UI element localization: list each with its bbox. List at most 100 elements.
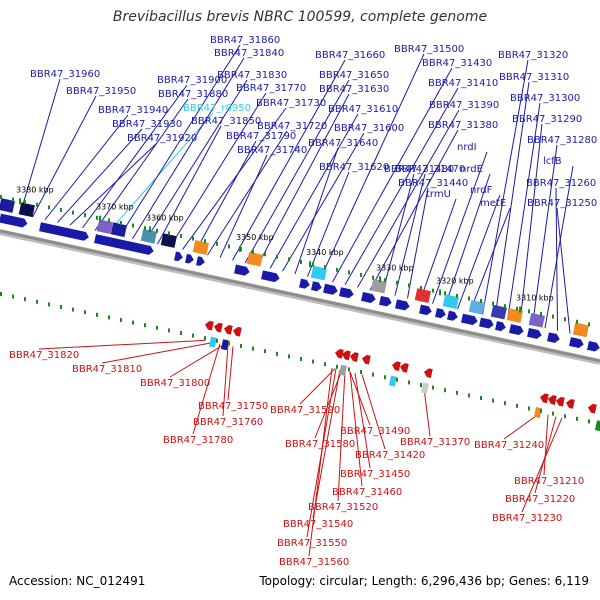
gene-label-BBR47_31820: BBR47_31820: [9, 350, 79, 361]
forward-gene-11: [339, 287, 354, 299]
connector-trmU: [419, 198, 457, 302]
forward-gene-21: [509, 324, 524, 336]
gene-label-BBR47_31370: BBR47_31370: [400, 437, 470, 448]
reverse-gene-10: [424, 368, 433, 378]
forward-gene-8: [299, 278, 310, 289]
forward-gene-16: [435, 308, 446, 319]
connector-BBR47_31490: [349, 371, 371, 426]
gene-label-BBR47_31830: BBR47_31830: [217, 70, 287, 81]
gene-label-BBR47_31800: BBR47_31800: [140, 378, 210, 389]
feature-box-9: [370, 278, 387, 294]
reverse-box-1: [220, 339, 229, 351]
connector-lcfB: [544, 165, 574, 329]
reverse-gene-2: [224, 324, 233, 335]
gene-label-BBR47_31320: BBR47_31320: [498, 50, 568, 61]
tick-label-3340: 3340 kbp: [306, 248, 344, 257]
reverse-gene-5: [342, 350, 351, 361]
gene-label-BBR47_31550: BBR47_31550: [277, 538, 347, 549]
connector-BBR47_31590: [299, 368, 336, 405]
gene-label-BBR47_31420: BBR47_31420: [355, 450, 425, 461]
connector-BBR47_31860: [119, 44, 241, 237]
feature-box-11: [442, 294, 459, 310]
gene-label-BBR47_31390: BBR47_31390: [429, 100, 499, 111]
gene-labels: BBR47_31960 BBR47_31950 BBR47_31940 BBR47_3…: [9, 35, 597, 568]
connector-BBR47_31940: [44, 114, 129, 221]
gene-label-nrdF: nrdF: [470, 185, 493, 196]
reverse-gene-3: [233, 326, 242, 337]
reverse-box-2: [338, 364, 347, 376]
connector-BBR47_31220: [534, 416, 557, 494]
feature-box-16: [572, 322, 589, 338]
gene-label-BBR47_31460: BBR47_31460: [332, 487, 402, 498]
connector-BBR47_31480: [382, 173, 415, 294]
connector-BBR47_31300: [507, 102, 541, 321]
tick-label-3320: 3320 kbp: [436, 276, 474, 285]
connector-BBR47_31370: [423, 387, 431, 437]
reverse-gene-15: [588, 403, 597, 414]
gene-label-BBR47_31790: BBR47_31790: [226, 131, 296, 142]
connector-nrdF: [457, 194, 501, 310]
connector-BBR47_31470: [394, 173, 426, 296]
gene-label-BBR47_31230: BBR47_31230: [492, 513, 562, 524]
gene-label-BBR47_31860: BBR47_31860: [210, 35, 280, 46]
connector-BBR47_31260: [555, 187, 558, 331]
gene-label-BBR47_31280: BBR47_31280: [527, 135, 597, 146]
connector-BBR47_31600: [282, 132, 365, 272]
forward-gene-23: [547, 332, 560, 343]
feature-box-12: [468, 299, 485, 315]
accession-text: Accession: NC_012491: [9, 574, 146, 588]
gene-label-BBR47_31240: BBR47_31240: [474, 440, 544, 451]
gene-label-BBR47_31250: BBR47_31250: [527, 198, 597, 209]
connector-BBR47_31230: [521, 417, 563, 513]
tick-label-3360: 3360 kbp: [146, 214, 184, 223]
forward-gene-4: [185, 253, 194, 264]
connector-BBR47_31660: [232, 59, 346, 261]
reverse-gene-4: [335, 349, 344, 359]
gene-label-BBR47_31900: BBR47_31900: [157, 75, 227, 86]
connector-BBR47_31390: [357, 109, 460, 288]
gene-label-BBR47_31540: BBR47_31540: [283, 519, 353, 530]
connector-BBR47_31310: [494, 81, 530, 318]
gene-label-BBR47_31840: BBR47_31840: [214, 48, 284, 59]
feature-box-10: [414, 288, 431, 303]
gene-label-BBR47_31580: BBR47_31580: [285, 439, 355, 450]
gene-label-BBR47_31630: BBR47_31630: [319, 84, 389, 95]
gene-label-BBR47_31620: BBR47_31620: [319, 162, 389, 173]
genome-backbone: [0, 229, 600, 365]
connector-BBR47_31720: [207, 130, 288, 256]
feature-box-6: [192, 240, 209, 255]
gene-label-BBR47_31480: BBR47_31480: [384, 164, 454, 175]
forward-gene-18: [461, 313, 478, 326]
gene-label-BBR47_31930: BBR47_31930: [112, 119, 182, 130]
connector-BBR47_31280: [532, 144, 558, 326]
gene-label-BBR47_31650: BBR47_31650: [319, 70, 389, 81]
gene-label-BBR47_31660: BBR47_31660: [315, 50, 385, 61]
forward-gene-22: [527, 328, 542, 339]
connector-BBR47_31500: [319, 53, 425, 280]
position-ticks: 3380 kbp 3370 kbp 3360 kbp 3350 kbp 3340 kbp…: [0, 185, 590, 424]
gene-label-BBR47_31610: BBR47_31610: [328, 104, 398, 115]
gene-label-BBR47_31210: BBR47_31210: [514, 476, 584, 487]
gene-label-BBR47_31500: BBR47_31500: [394, 44, 464, 55]
gene-label-BBR47_31260: BBR47_31260: [526, 178, 596, 189]
connector-BBR47_31610: [269, 113, 359, 269]
connector-BBR47_31210: [543, 414, 549, 476]
reverse-gene-8: [392, 361, 401, 372]
connector-metE: [469, 207, 511, 313]
gene-label-trmU: trmU: [426, 189, 451, 200]
forward-gene-3: [174, 251, 183, 262]
connector-BBR47_31620: [307, 171, 350, 277]
reverse-gene-0: [205, 320, 214, 331]
reverse-gene-11: [540, 393, 549, 404]
gene-label-BBR47_31920: BBR47_31920: [127, 133, 197, 144]
gene-label-BBR47_31640: BBR47_31640: [308, 138, 378, 149]
gene-label-BBR47_31290: BBR47_31290: [512, 114, 582, 125]
connector-BBR47_31810: [101, 341, 215, 364]
connector-BBR47_31820: [38, 339, 206, 350]
gene-label-BBR47_31220: BBR47_31220: [505, 494, 575, 505]
forward-gene-12: [361, 292, 376, 303]
gene-label-lcfB: lcfB: [543, 156, 562, 167]
connector-BBR47_31640: [294, 147, 339, 275]
connector-BBR47_31730: [182, 107, 287, 250]
gene-label-BBR47_r0950: BBR47_r0950: [183, 103, 251, 114]
